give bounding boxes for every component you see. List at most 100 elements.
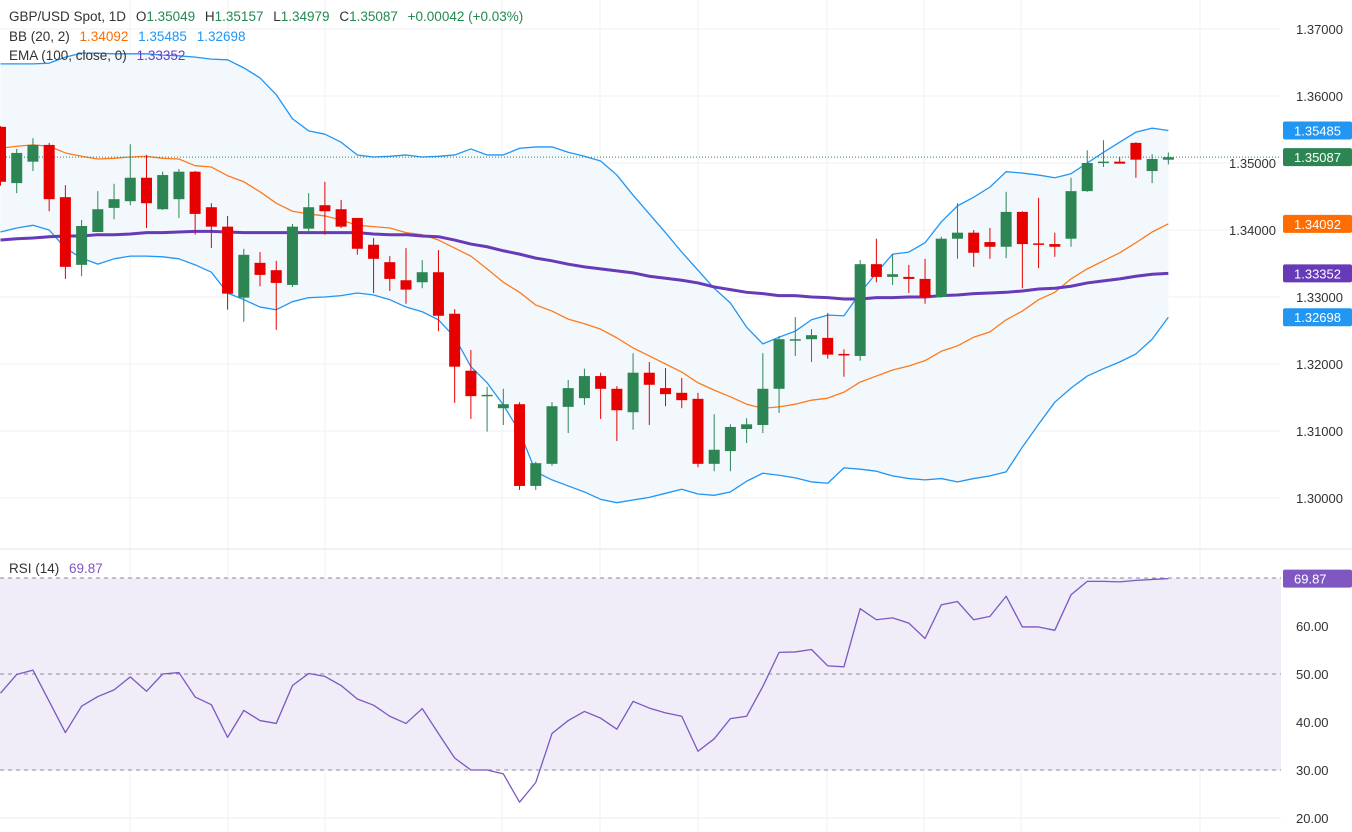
candle-down: [822, 337, 834, 355]
close-label: C: [339, 9, 350, 24]
candle-up: [887, 274, 899, 277]
candle-down: [514, 404, 526, 486]
candle-down: [838, 353, 850, 356]
candle-down: [270, 270, 282, 283]
indicator-lines: [0, 52, 1281, 504]
candle-down: [919, 278, 931, 297]
bb-legend: BB (20, 2) 1.34092 1.35485 1.32698: [9, 29, 252, 45]
candle-down: [465, 370, 477, 397]
rsi-tick-label: 30.00: [1296, 763, 1329, 778]
bb-lower-line: [0, 224, 1169, 504]
rsi-tick-label: 50.00: [1296, 667, 1329, 682]
candle-down: [335, 209, 347, 227]
candle-up: [238, 254, 250, 298]
candle-down: [319, 205, 331, 212]
candle-down: [432, 272, 444, 316]
candle-up: [530, 463, 542, 486]
ema-axis-label-box: [1283, 264, 1352, 283]
candle-down: [0, 126, 6, 182]
ema-axis-label: 1.33352: [1294, 266, 1341, 281]
axis-value-labels: 1.35485 1.35087 1.34092 1.33352 1.32698 69.87: [1283, 121, 1352, 588]
candle-up: [157, 175, 169, 210]
candle-up: [741, 424, 753, 429]
price-tick-label: 1.34000: [1229, 223, 1276, 238]
candle-down: [1114, 161, 1126, 164]
candle-down: [1033, 243, 1045, 245]
candle-up: [757, 388, 769, 425]
candle-up: [578, 376, 590, 399]
candle-up: [108, 199, 120, 208]
bb-basis-value: 1.34092: [79, 29, 129, 44]
candle-up: [11, 152, 23, 184]
candle-down: [59, 197, 71, 267]
candle-down: [1016, 211, 1028, 245]
bollinger-band-fill: [0, 53, 1169, 503]
candle-up: [303, 207, 315, 229]
candle-down: [870, 264, 882, 277]
candle-up: [562, 388, 574, 407]
bb-upper-axis-label: 1.35485: [1294, 124, 1341, 139]
candle-up: [286, 226, 298, 285]
candle-up: [1000, 211, 1012, 247]
candle-up: [806, 335, 817, 340]
bb-upper-value: 1.35485: [138, 29, 187, 44]
candle-down: [660, 388, 672, 395]
candle-down: [692, 398, 704, 464]
candle-up: [416, 272, 428, 283]
rsi-axis-label: 69.87: [1294, 572, 1327, 587]
ema-label[interactable]: EMA (100, close, 0): [9, 48, 127, 63]
rsi-line: [0, 577, 1169, 803]
candle-up: [1162, 157, 1174, 160]
bb-basis-axis-label: 1.34092: [1294, 217, 1341, 232]
rsi-tick-label: 60.00: [1296, 619, 1329, 634]
bb-label[interactable]: BB (20, 2): [9, 29, 70, 44]
bb-upper-line: [0, 52, 1169, 345]
candle-up: [789, 339, 801, 341]
candle-down: [222, 226, 234, 294]
candle-down: [1130, 142, 1142, 160]
bb-basis-line: [0, 144, 1169, 409]
candle-up: [627, 372, 639, 413]
bb-lower-axis-label: 1.32698: [1294, 310, 1341, 325]
candle-up: [497, 404, 509, 409]
candle-up: [1146, 158, 1158, 172]
candle-down: [368, 244, 380, 259]
candle-up: [546, 406, 558, 464]
candle-down: [449, 313, 461, 367]
candle-down: [384, 262, 396, 279]
candle-up: [708, 449, 720, 464]
rsi-pane: [0, 577, 1281, 819]
low-value: 1.34979: [280, 9, 330, 24]
last-price-axis-label: 1.35087: [1294, 150, 1341, 165]
candles: [0, 126, 1174, 490]
symbol-title[interactable]: GBP/USD Spot, 1D: [9, 9, 127, 24]
candle-down: [400, 280, 412, 290]
candle-up: [1097, 161, 1109, 164]
candle-up: [27, 144, 39, 162]
price-tick-label: 1.35000: [1229, 156, 1276, 171]
candle-up: [481, 394, 493, 397]
rsi-axis-label-box: [1283, 569, 1352, 588]
price-tick-label: 1.30000: [1296, 491, 1343, 506]
bb-lower-value: 1.32698: [196, 29, 246, 44]
price-tick-label: 1.33000: [1296, 290, 1343, 305]
candle-down: [903, 276, 915, 279]
candle-down: [205, 207, 217, 227]
candle-down: [189, 171, 201, 214]
last-price-axis-label-box: [1283, 148, 1352, 167]
candle-up: [773, 339, 785, 389]
candle-up: [173, 171, 185, 200]
symbol-legend: GBP/USD Spot, 1D O1.35049 H1.35157 L1.34…: [9, 9, 529, 25]
rsi-value: 69.87: [69, 561, 103, 576]
price-axis[interactable]: 1.37000 1.36000 1.35000 1.34000 1.33000 1.320…: [1229, 22, 1343, 826]
rsi-label[interactable]: RSI (14): [9, 561, 60, 576]
candle-down: [140, 177, 152, 204]
change-value: +0.00042 (+0.03%): [407, 9, 524, 24]
price-tick-label: 1.37000: [1296, 22, 1343, 37]
candle-up: [854, 264, 866, 356]
candle-up: [951, 232, 963, 239]
bb-basis-axis-label-box: [1283, 214, 1352, 233]
open-value: 1.35049: [146, 9, 196, 24]
candle-up: [1065, 191, 1077, 239]
